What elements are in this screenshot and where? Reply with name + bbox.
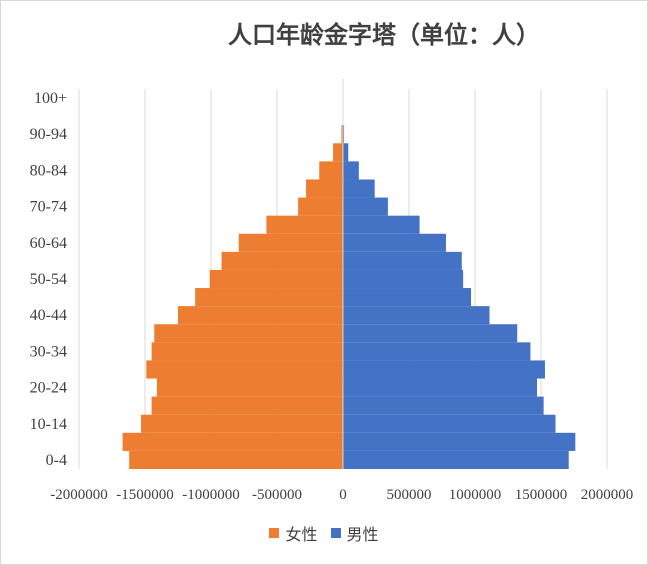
bar-male-20-24 (343, 378, 538, 397)
legend: 女性 男性 (1, 521, 647, 545)
bar-male-40-44 (343, 306, 490, 325)
bar-male-25-29 (343, 360, 545, 379)
legend-swatch-female (269, 528, 280, 538)
x-tick-label-8: 2000000 (581, 487, 634, 503)
x-tick-label-4: 0 (339, 487, 347, 503)
bar-female-35-39 (154, 324, 343, 343)
bar-male-5-9 (343, 432, 576, 451)
bar-male-80-84 (343, 161, 359, 180)
y-tick-label-100+: 100+ (34, 90, 67, 107)
bar-male-60-64 (343, 233, 446, 252)
y-tick-label-0-4: 0-4 (46, 452, 67, 469)
x-tick-label-3: -500000 (252, 487, 302, 503)
legend-item-female: 女性 (269, 521, 317, 545)
bar-female-55-59 (221, 251, 343, 270)
bar-male-15-19 (343, 396, 544, 415)
bar-female-80-84 (319, 161, 343, 180)
bar-male-45-49 (343, 288, 472, 307)
bar-male-0-4 (343, 450, 569, 469)
bar-female-5-9 (122, 432, 343, 451)
bar-female-45-49 (195, 288, 343, 307)
x-tick-label-6: 1000000 (449, 487, 502, 503)
chart-title: 人口年龄金字塔（单位：人） (228, 20, 540, 49)
bar-male-55-59 (343, 251, 462, 270)
bar-female-70-74 (298, 197, 343, 216)
y-tick-label-50-54: 50-54 (30, 271, 67, 288)
x-tick-label-0: -2000000 (50, 487, 108, 503)
y-tick-label-70-74: 70-74 (30, 199, 67, 216)
y-tick-label-20-24: 20-24 (30, 380, 67, 397)
legend-swatch-male (330, 528, 341, 538)
bar-male-75-79 (343, 179, 375, 198)
bar-female-60-64 (238, 233, 343, 252)
bar-male-90-94 (343, 125, 345, 144)
x-tick-label-5: 500000 (387, 487, 432, 503)
bar-male-35-39 (343, 324, 518, 343)
legend-item-male: 男性 (330, 521, 379, 545)
bar-male-85-89 (343, 143, 349, 162)
x-tick-label-7: 1500000 (515, 487, 568, 503)
y-tick-label-60-64: 60-64 (30, 235, 67, 252)
bar-female-0-4 (129, 450, 343, 469)
bar-female-90-94 (341, 125, 343, 144)
bar-male-65-69 (343, 215, 420, 234)
bar-female-40-44 (178, 306, 343, 325)
bar-female-20-24 (156, 378, 343, 397)
bar-female-15-19 (151, 396, 343, 415)
y-tick-label-90-94: 90-94 (30, 126, 67, 143)
bar-male-50-54 (343, 269, 464, 289)
bar-female-85-89 (333, 143, 343, 162)
bar-male-30-34 (343, 342, 531, 361)
y-tick-label-30-34: 30-34 (30, 343, 67, 360)
legend-label-female: 女性 (285, 525, 318, 544)
bar-female-75-79 (306, 179, 343, 198)
bar-female-30-34 (151, 342, 343, 361)
bar-female-10-14 (141, 414, 343, 433)
x-tick-label-2: -1000000 (182, 487, 240, 503)
bar-male-10-14 (343, 414, 556, 433)
legend-label-male: 男性 (346, 525, 379, 544)
bar-female-25-29 (146, 360, 343, 379)
bar-female-65-69 (266, 215, 343, 234)
x-tick-label-1: -1500000 (116, 487, 174, 503)
y-tick-label-80-84: 80-84 (30, 162, 67, 179)
y-tick-label-40-44: 40-44 (30, 307, 67, 324)
y-tick-label-10-14: 10-14 (30, 416, 67, 433)
bar-male-70-74 (343, 197, 388, 216)
bar-female-50-54 (209, 269, 343, 289)
